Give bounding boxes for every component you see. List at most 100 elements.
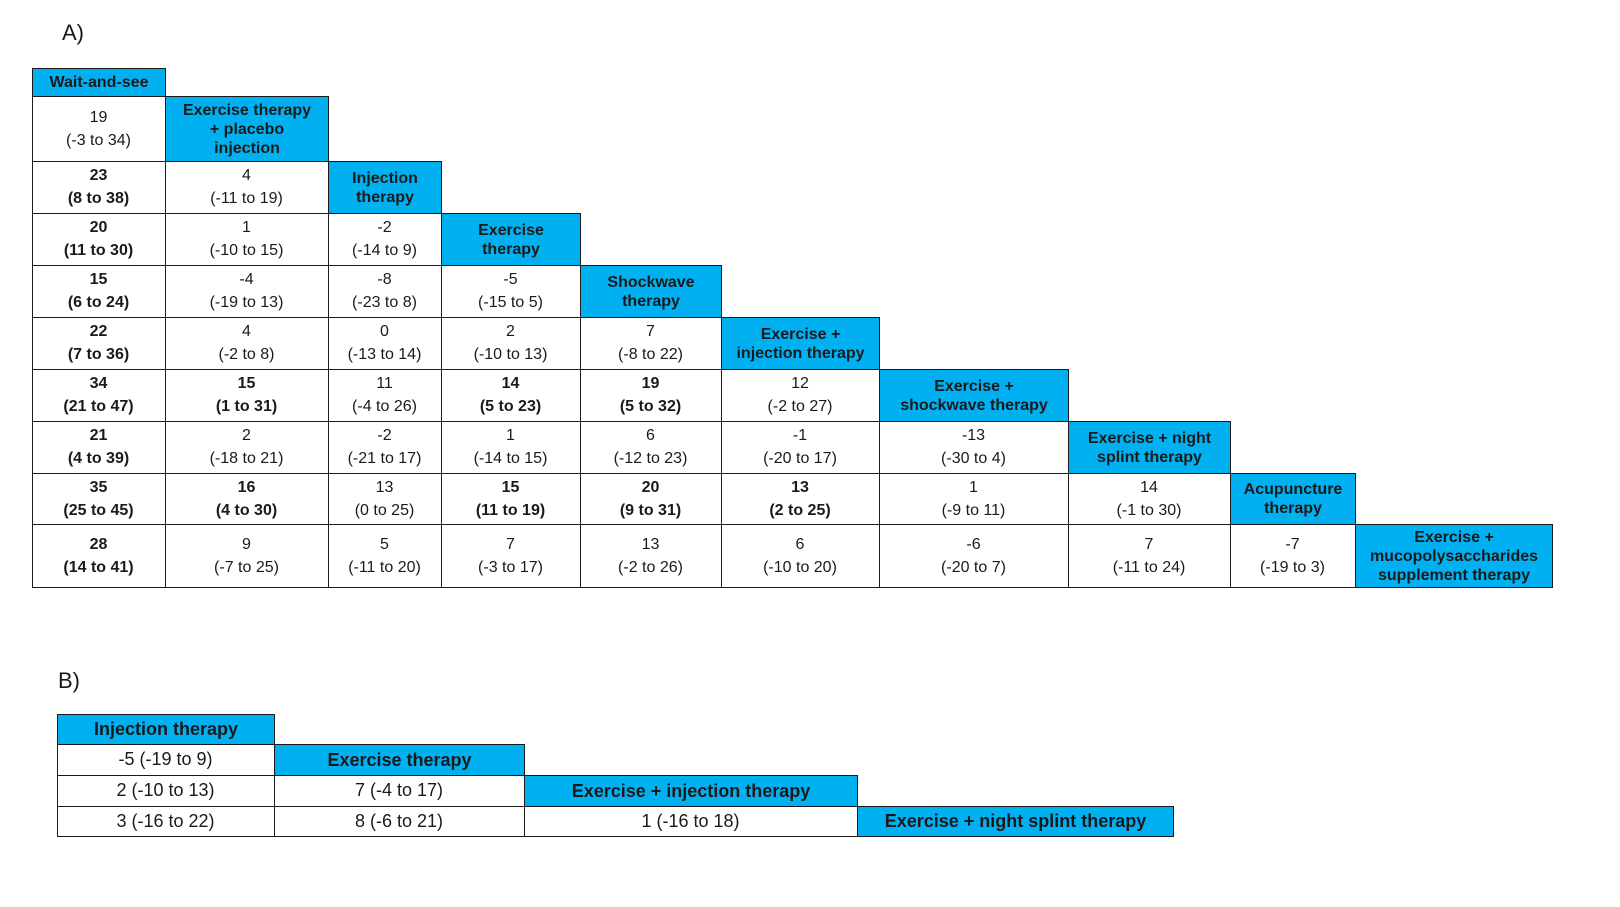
treatment-header: Exercise therapy xyxy=(274,744,525,776)
confidence-interval: (-3 to 17) xyxy=(478,558,543,576)
estimate-value: 13 xyxy=(375,478,394,496)
estimate-value: 2 xyxy=(506,323,515,340)
confidence-interval: (-20 to 7) xyxy=(941,558,1006,576)
confidence-interval: (1 to 31) xyxy=(215,398,278,415)
estimate-cell: 7 (-3 to 17) xyxy=(441,524,580,587)
treatment-header-line: Exercise + xyxy=(760,325,841,343)
confidence-interval: (6 to 24) xyxy=(67,294,130,311)
grid-line xyxy=(57,836,858,837)
estimate-value: 6 xyxy=(646,427,655,444)
grid-line xyxy=(32,68,33,588)
confidence-interval: (5 to 23) xyxy=(479,398,542,415)
estimate-cell: 0 (-13 to 14) xyxy=(328,317,441,369)
estimate-value: 28 xyxy=(89,535,108,553)
estimate-cell: 15 (11 to 19) xyxy=(441,473,580,524)
confidence-interval: (8 to 38) xyxy=(67,190,130,207)
grid-line xyxy=(32,587,1356,588)
estimate-cell: 28 (14 to 41) xyxy=(32,524,165,587)
confidence-interval: (5 to 32) xyxy=(619,398,682,415)
confidence-interval: (11 to 19) xyxy=(475,501,546,519)
estimate-cell: 11 (-4 to 26) xyxy=(328,369,441,421)
grid-line xyxy=(1355,524,1356,588)
confidence-interval: (-21 to 17) xyxy=(347,450,422,467)
estimate-cell: 1 (-14 to 15) xyxy=(441,421,580,473)
estimate-cell: 2 (-10 to 13) xyxy=(116,780,215,800)
estimate-cell: 7 (-8 to 22) xyxy=(580,317,721,369)
grid-line xyxy=(32,213,329,214)
estimate-cell: 8 (-6 to 21) xyxy=(354,810,444,831)
estimate-cell: 6 (-12 to 23) xyxy=(580,421,721,473)
estimate-cell: 16 (4 to 30) xyxy=(165,473,328,524)
estimate-value: 1 xyxy=(242,219,251,236)
confidence-interval: (-19 to 3) xyxy=(1260,558,1325,576)
estimate-cell: 13 (2 to 25) xyxy=(721,473,879,524)
estimate-value: 4 xyxy=(242,167,251,184)
estimate-value: 13 xyxy=(791,478,809,496)
estimate-value: 22 xyxy=(89,323,108,340)
estimate-cell: 13 (-2 to 26) xyxy=(580,524,721,587)
grid-line xyxy=(1068,421,1069,588)
treatment-header: Exercise therapy + placebo injection xyxy=(165,96,329,162)
grid-line xyxy=(580,265,581,588)
confidence-interval: (-10 to 15) xyxy=(209,242,284,259)
estimate-cell: 7 (-4 to 17) xyxy=(354,780,444,800)
treatment-header-line: injection xyxy=(214,139,280,157)
confidence-interval: (-23 to 8) xyxy=(352,294,417,311)
confidence-interval: (-30 to 4) xyxy=(941,450,1006,467)
confidence-interval: (-3 to 34) xyxy=(66,131,131,149)
estimate-cell: 4 (-2 to 8) xyxy=(165,317,328,369)
estimate-cell: 34 (21 to 47) xyxy=(32,369,165,421)
treatment-header: Acupuncture therapy xyxy=(1230,473,1356,525)
estimate-value: 7 xyxy=(1144,535,1154,553)
estimate-value: -1 xyxy=(792,427,808,444)
treatment-header-line: Exercise + xyxy=(1414,528,1494,546)
estimate-cell: 7 (-11 to 24) xyxy=(1068,524,1230,587)
grid-line xyxy=(524,775,525,837)
confidence-interval: (-2 to 8) xyxy=(218,346,275,363)
confidence-interval: (25 to 45) xyxy=(63,501,134,519)
confidence-interval: (4 to 30) xyxy=(215,501,278,519)
confidence-interval: (4 to 39) xyxy=(67,450,130,467)
estimate-cell: -4 (-19 to 13) xyxy=(165,265,328,317)
estimate-value: 1 xyxy=(969,478,978,496)
estimate-cell: 5 (-11 to 20) xyxy=(328,524,441,587)
estimate-value: -6 xyxy=(966,535,981,553)
treatment-header-line: injection therapy xyxy=(736,344,865,362)
confidence-interval: (-15 to 5) xyxy=(478,294,543,311)
estimate-cell: 3 (-16 to 22) xyxy=(116,810,215,831)
estimate-cell: 20 (9 to 31) xyxy=(580,473,721,524)
estimate-cell: 1 (-9 to 11) xyxy=(879,473,1068,524)
treatment-header-line: therapy xyxy=(622,292,680,310)
estimate-value: 19 xyxy=(89,108,108,126)
estimate-cell: 12 (-2 to 27) xyxy=(721,369,879,421)
estimate-value: -5 xyxy=(503,271,518,288)
confidence-interval: (7 to 36) xyxy=(67,346,130,363)
grid-line xyxy=(1230,473,1231,588)
confidence-interval: (-10 to 20) xyxy=(763,558,837,576)
estimate-value: 1 xyxy=(506,427,515,444)
estimate-value: -13 xyxy=(961,427,986,444)
confidence-interval: (-11 to 19) xyxy=(210,190,283,207)
treatment-header-line: Shockwave xyxy=(607,273,695,291)
grid-line xyxy=(32,369,722,370)
grid-line xyxy=(32,96,166,97)
estimate-value: 0 xyxy=(380,323,389,340)
confidence-interval: (2 to 25) xyxy=(769,501,831,519)
estimate-cell: 14 (-1 to 30) xyxy=(1068,473,1230,524)
treatment-header-line: splint therapy xyxy=(1097,448,1202,466)
estimate-cell: 19 (-3 to 34) xyxy=(32,96,165,161)
estimate-cell: 20 (11 to 30) xyxy=(32,213,165,265)
estimate-value: 15 xyxy=(237,375,256,392)
treatment-header-line: Wait-and-see xyxy=(49,74,149,91)
estimate-cell: 13 (0 to 25) xyxy=(328,473,441,524)
estimate-value: 23 xyxy=(89,167,108,184)
grid-line xyxy=(721,317,722,588)
confidence-interval: (-11 to 24) xyxy=(1112,558,1186,576)
grid-line xyxy=(57,775,275,776)
treatment-header-line: therapy xyxy=(482,240,540,258)
estimate-value: 6 xyxy=(795,535,805,553)
confidence-interval: (-7 to 25) xyxy=(214,558,279,576)
confidence-interval: (-1 to 30) xyxy=(1116,501,1182,519)
estimate-cell: 15 (6 to 24) xyxy=(32,265,165,317)
estimate-cell: -8 (-23 to 8) xyxy=(328,265,441,317)
